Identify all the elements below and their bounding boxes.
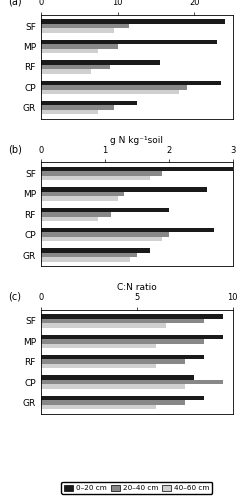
Bar <box>41 208 169 212</box>
Bar <box>41 20 225 24</box>
Bar <box>41 339 204 344</box>
Bar <box>41 216 98 221</box>
Bar <box>41 376 194 380</box>
Bar <box>41 196 118 200</box>
Bar <box>41 80 221 85</box>
Bar <box>41 69 91 73</box>
Bar <box>41 90 179 94</box>
Bar <box>41 44 118 49</box>
Bar <box>41 187 207 192</box>
Bar <box>41 49 98 54</box>
Bar <box>41 212 111 216</box>
Bar <box>41 404 156 409</box>
Bar <box>41 106 114 110</box>
Title: C:N ratio: C:N ratio <box>117 284 157 292</box>
Bar <box>41 248 150 253</box>
Bar <box>41 85 187 89</box>
Bar <box>41 228 214 232</box>
Bar <box>41 64 110 69</box>
Bar <box>41 384 185 389</box>
Title: g N kg⁻¹soil: g N kg⁻¹soil <box>110 136 163 145</box>
Bar <box>41 110 98 114</box>
Bar <box>41 355 204 360</box>
Bar <box>41 314 223 318</box>
Bar <box>41 40 217 44</box>
Bar <box>41 28 114 33</box>
Text: (c): (c) <box>8 292 21 302</box>
Bar <box>41 172 162 176</box>
Bar <box>41 323 166 328</box>
Legend: 0–20 cm, 20–40 cm, 40–60 cm: 0–20 cm, 20–40 cm, 40–60 cm <box>61 482 212 494</box>
Bar <box>41 334 223 339</box>
Bar <box>41 258 130 262</box>
Text: (b): (b) <box>8 144 22 154</box>
Bar <box>41 101 137 105</box>
Bar <box>41 60 160 64</box>
Bar <box>41 24 129 28</box>
Bar <box>41 232 169 237</box>
Bar <box>41 237 162 242</box>
Text: (a): (a) <box>8 0 22 6</box>
Bar <box>41 167 233 172</box>
Bar <box>41 400 185 404</box>
Bar <box>41 360 185 364</box>
Bar <box>41 396 204 400</box>
Bar <box>41 192 124 196</box>
Bar <box>41 364 156 368</box>
Bar <box>41 253 137 258</box>
Bar <box>41 176 150 180</box>
Bar <box>41 318 204 323</box>
Bar <box>41 380 223 384</box>
Bar <box>41 344 156 348</box>
